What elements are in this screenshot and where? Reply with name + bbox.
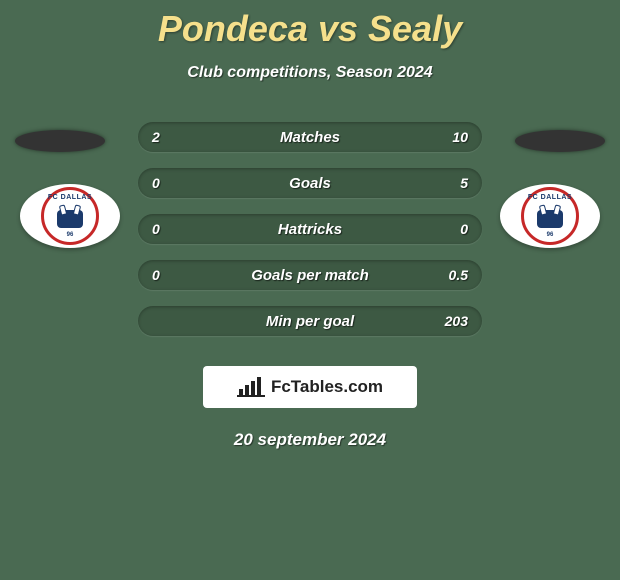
stat-value-right: 0 bbox=[460, 221, 468, 237]
player-b-name: Sealy bbox=[368, 8, 462, 49]
stats-container: 2 Matches 10 0 Goals 5 0 Hattricks 0 0 Goals per m… bbox=[138, 122, 482, 336]
comparison-infographic: Pondeca vs Sealy Club competitions, Seas… bbox=[0, 0, 620, 580]
club-name: FC DALLAS bbox=[528, 194, 572, 201]
stat-row: Min per goal 203 bbox=[138, 306, 482, 336]
date-label: 20 september 2024 bbox=[0, 430, 620, 450]
stat-label: Hattricks bbox=[278, 221, 342, 238]
stat-value-right: 0.5 bbox=[449, 267, 468, 283]
club-badge-inner: FC DALLAS 96 bbox=[521, 187, 579, 245]
main-area: FC DALLAS 96 FC DALLAS 96 2 Matches 10 0 Goa… bbox=[0, 122, 620, 336]
vs-text: vs bbox=[318, 8, 358, 49]
stat-label: Goals bbox=[289, 175, 331, 192]
stat-label: Min per goal bbox=[266, 313, 354, 330]
stat-row: 2 Matches 10 bbox=[138, 122, 482, 152]
player-b-club-badge: FC DALLAS 96 bbox=[500, 184, 600, 248]
attribution-text: FcTables.com bbox=[271, 377, 383, 397]
stat-value-left: 0 bbox=[152, 267, 160, 283]
attribution-badge: FcTables.com bbox=[203, 366, 417, 408]
player-a-club-badge: FC DALLAS 96 bbox=[20, 184, 120, 248]
stat-row: 0 Goals per match 0.5 bbox=[138, 260, 482, 290]
player-a-avatar-placeholder bbox=[15, 130, 105, 152]
page-title: Pondeca vs Sealy bbox=[0, 0, 620, 50]
club-bull-icon bbox=[57, 210, 83, 228]
bar-chart-icon bbox=[237, 377, 265, 397]
club-bull-icon bbox=[537, 210, 563, 228]
club-name: FC DALLAS bbox=[48, 194, 92, 201]
stat-value-left: 0 bbox=[152, 175, 160, 191]
player-a-name: Pondeca bbox=[158, 8, 308, 49]
stat-row: 0 Goals 5 bbox=[138, 168, 482, 198]
stat-label: Goals per match bbox=[251, 267, 369, 284]
stat-label: Matches bbox=[280, 129, 340, 146]
stat-value-right: 10 bbox=[452, 129, 468, 145]
club-year: 96 bbox=[67, 232, 74, 238]
club-badge-inner: FC DALLAS 96 bbox=[41, 187, 99, 245]
stat-value-left: 0 bbox=[152, 221, 160, 237]
subtitle: Club competitions, Season 2024 bbox=[0, 64, 620, 82]
stat-value-right: 5 bbox=[460, 175, 468, 191]
player-b-avatar-placeholder bbox=[515, 130, 605, 152]
club-year: 96 bbox=[547, 232, 554, 238]
stat-value-right: 203 bbox=[445, 313, 468, 329]
stat-value-left: 2 bbox=[152, 129, 160, 145]
stat-row: 0 Hattricks 0 bbox=[138, 214, 482, 244]
